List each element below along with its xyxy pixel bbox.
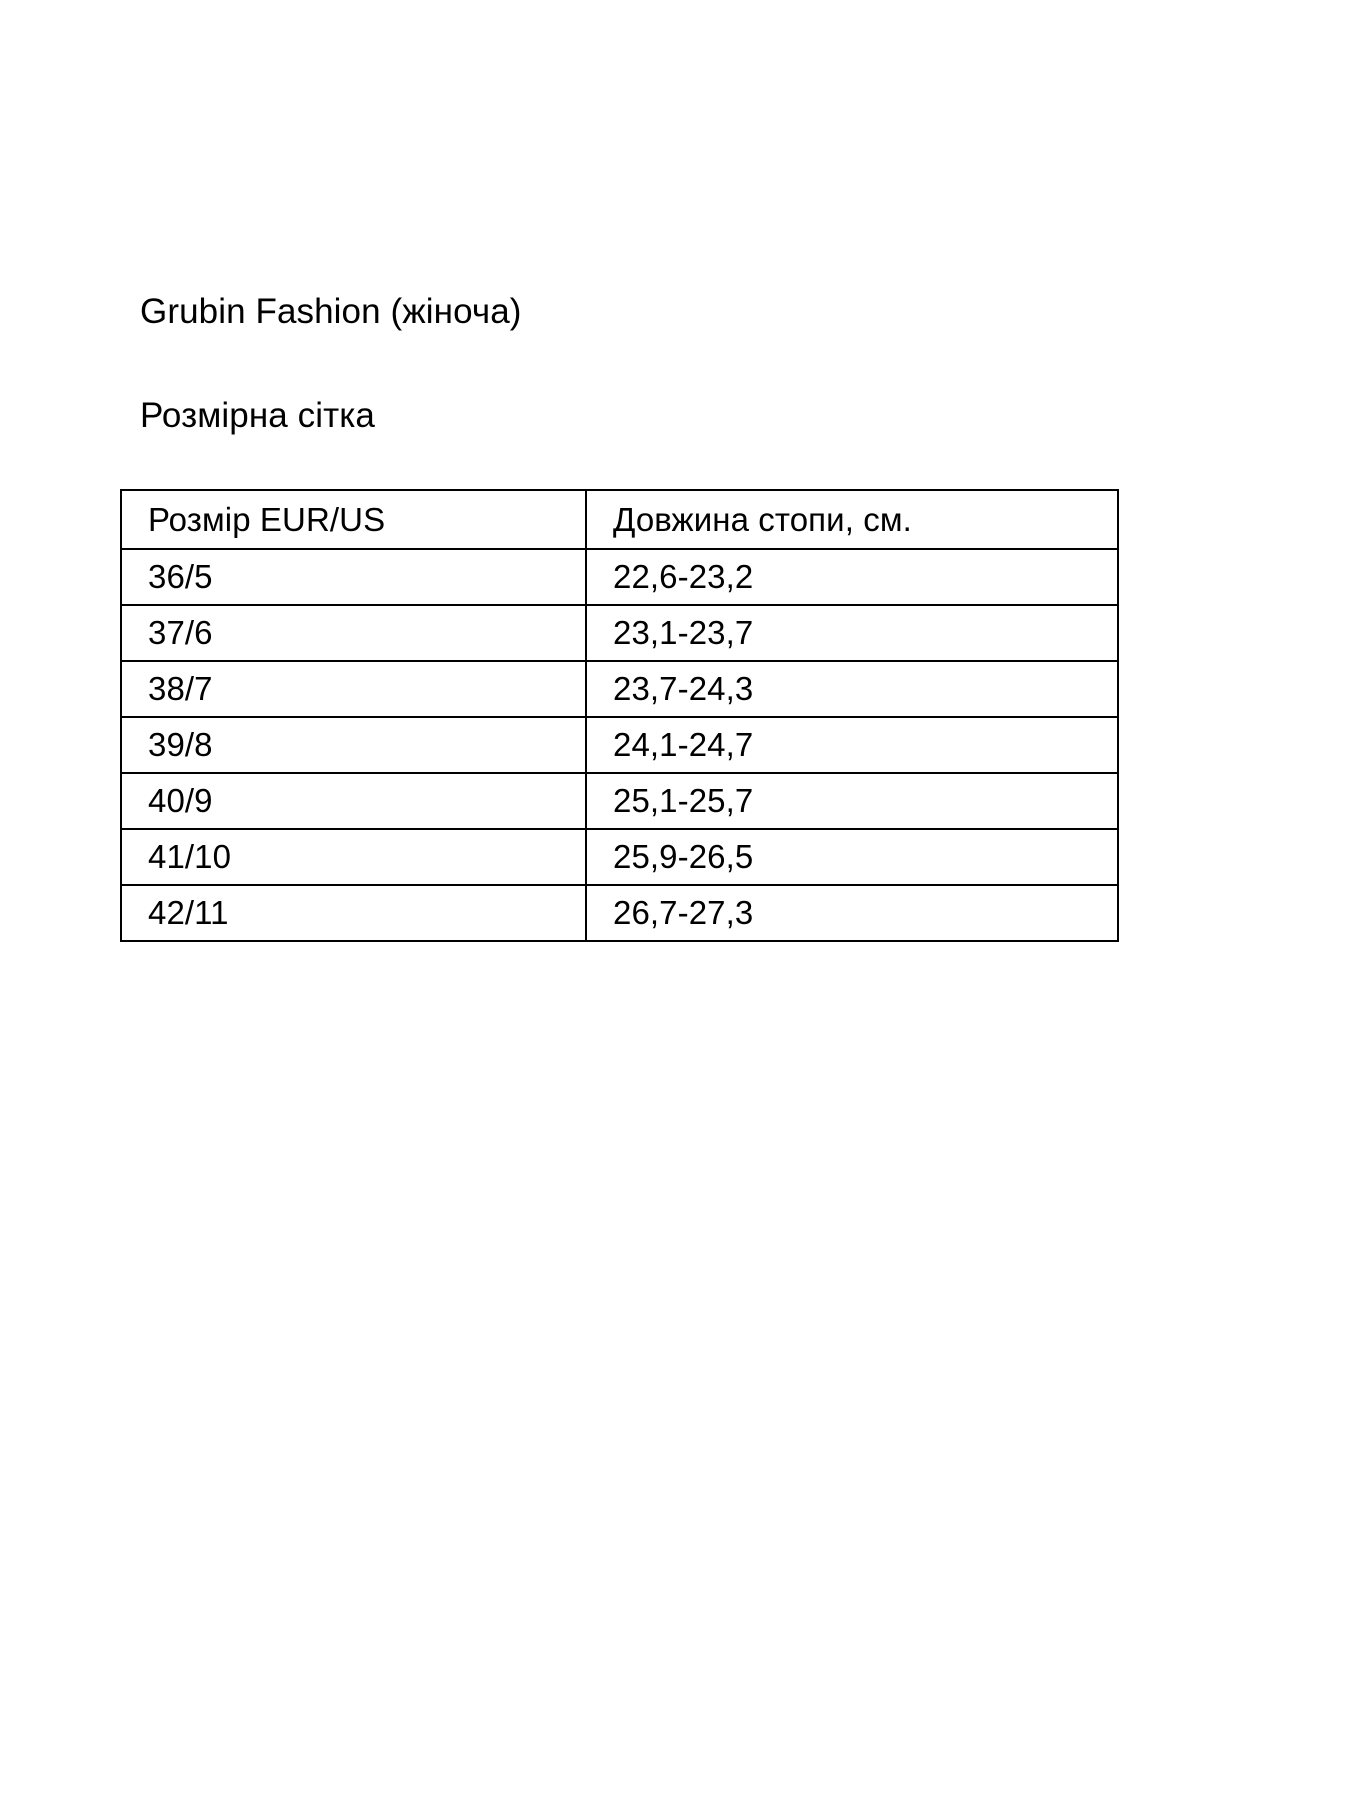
cell-foot-length: 23,1-23,7: [585, 604, 1119, 662]
table-row: 36/5 22,6-23,2: [120, 548, 1119, 606]
page-title: Grubin Fashion (жіноча): [140, 292, 522, 331]
table-row: 42/11 26,7-27,3: [120, 884, 1119, 942]
table-row: 41/10 25,9-26,5: [120, 828, 1119, 886]
cell-size: 42/11: [120, 884, 587, 942]
cell-foot-length: 24,1-24,7: [585, 716, 1119, 774]
table-row: 38/7 23,7-24,3: [120, 660, 1119, 718]
size-chart-table: Розмір EUR/US Довжина стопи, см. 36/5 22…: [120, 489, 1119, 942]
cell-foot-length: 26,7-27,3: [585, 884, 1119, 942]
table-header-row: Розмір EUR/US Довжина стопи, см.: [120, 489, 1119, 550]
table-body: 36/5 22,6-23,2 37/6 23,1-23,7 38/7 23,7-…: [120, 548, 1119, 942]
table-row: 39/8 24,1-24,7: [120, 716, 1119, 774]
cell-foot-length: 25,9-26,5: [585, 828, 1119, 886]
cell-foot-length: 23,7-24,3: [585, 660, 1119, 718]
column-header-size: Розмір EUR/US: [120, 489, 587, 550]
cell-size: 39/8: [120, 716, 587, 774]
cell-size: 38/7: [120, 660, 587, 718]
cell-foot-length: 25,1-25,7: [585, 772, 1119, 830]
table-row: 40/9 25,1-25,7: [120, 772, 1119, 830]
size-chart-table-container: Розмір EUR/US Довжина стопи, см. 36/5 22…: [120, 489, 1119, 942]
section-heading-size-chart: Розмірна сітка: [140, 396, 376, 435]
table-header: Розмір EUR/US Довжина стопи, см.: [120, 489, 1119, 550]
column-header-foot-length: Довжина стопи, см.: [585, 489, 1119, 550]
cell-size: 36/5: [120, 548, 587, 606]
table-row: 37/6 23,1-23,7: [120, 604, 1119, 662]
cell-size: 40/9: [120, 772, 587, 830]
cell-foot-length: 22,6-23,2: [585, 548, 1119, 606]
cell-size: 41/10: [120, 828, 587, 886]
cell-size: 37/6: [120, 604, 587, 662]
